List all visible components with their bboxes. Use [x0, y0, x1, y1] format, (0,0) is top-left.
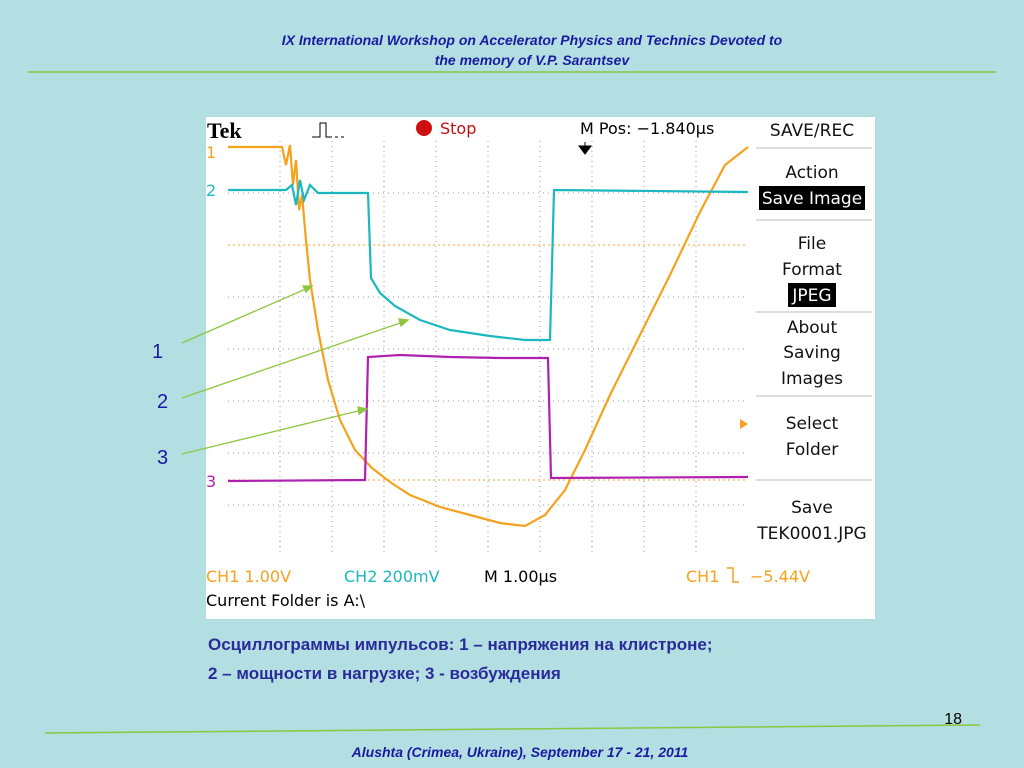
channel-marker: 1	[206, 143, 216, 162]
menu-item: Images	[781, 369, 843, 389]
trigger-channel: CH1	[686, 567, 719, 586]
menu-item: Action	[785, 163, 838, 183]
trace-ch3	[227, 353, 749, 483]
trace-label: 2	[157, 391, 168, 413]
footer-rule	[44, 724, 981, 734]
trigger-level: −5.44V	[750, 567, 810, 586]
pointers	[181, 285, 410, 455]
scope-brand: Tek	[207, 118, 242, 143]
trace-ch1	[228, 144, 749, 528]
channel-marker: 3	[206, 472, 216, 491]
header-line: IX International Workshop on Accelerator…	[282, 32, 783, 48]
trigger-edge-icon	[727, 567, 739, 583]
menu-highlight	[759, 186, 865, 210]
footer-text: Alushta (Crimea, Ukraine), September 17 …	[351, 744, 689, 760]
stop-icon	[416, 120, 432, 136]
channel-marker: 2	[206, 181, 216, 200]
caption-line: Осциллограммы импульсов: 1 – напряжения …	[208, 635, 713, 654]
menu-title: SAVE/REC	[770, 121, 854, 141]
caption-line: 2 – мощности в нагрузке; 3 - возбуждения	[208, 664, 561, 683]
menu-item: JPEG	[791, 286, 831, 306]
menu-item: Save	[791, 498, 833, 518]
trace-ch2	[228, 179, 749, 342]
scope-status: Stop	[440, 119, 476, 138]
menu-item: Select	[786, 414, 839, 434]
trigger-icon	[312, 122, 344, 138]
ch1-scale: CH1 1.00V	[206, 567, 291, 586]
scope-position: M Pos: −1.840µs	[580, 119, 714, 138]
menu-item: Saving	[783, 343, 841, 363]
trace-label: 1	[152, 341, 163, 363]
page-number: 18	[944, 711, 962, 728]
menu-item: Save Image	[762, 189, 862, 209]
menu-item: About	[787, 318, 838, 338]
menu-item: Folder	[786, 440, 839, 460]
position-marker	[578, 142, 592, 155]
menu-highlight	[788, 283, 836, 307]
header-line: the memory of V.P. Sarantsev	[435, 52, 631, 68]
time-scale: M 1.00µs	[484, 567, 557, 586]
menu-item: File	[798, 234, 826, 254]
trigger-marker	[740, 419, 748, 429]
ch2-scale: CH2 200mV	[344, 567, 440, 586]
folder-status: Current Folder is A:\	[206, 591, 366, 610]
trace-label: 3	[157, 447, 168, 469]
menu-item: TEK0001.JPG	[756, 524, 866, 544]
menu-item: Format	[782, 260, 842, 280]
